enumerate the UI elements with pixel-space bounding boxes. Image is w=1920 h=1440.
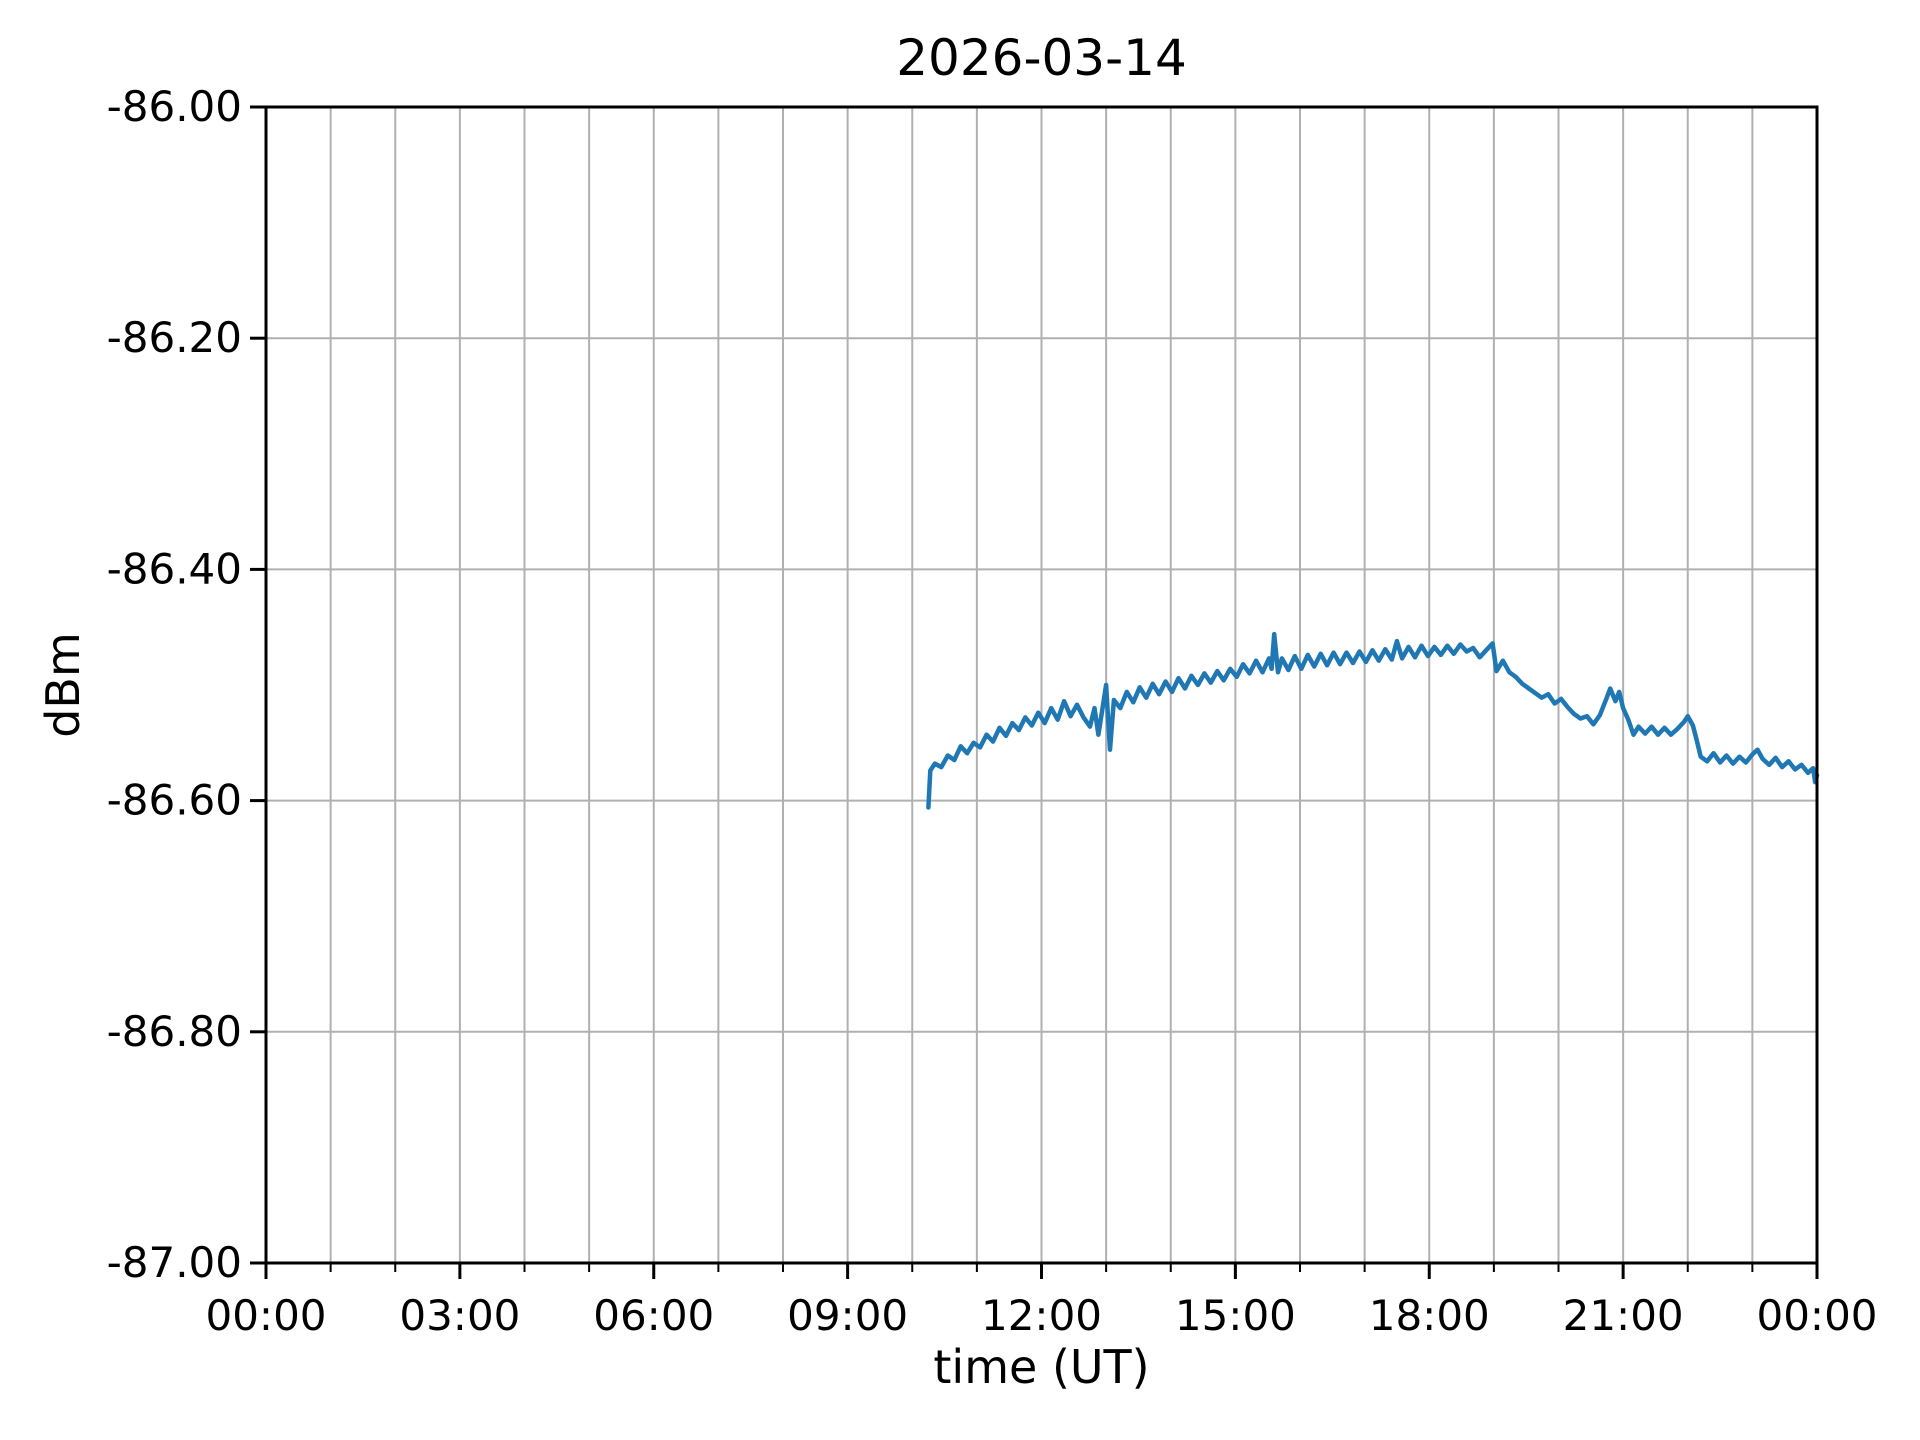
x-ticks <box>264 1263 1819 1279</box>
y-tick-label: -86.00 <box>107 82 242 131</box>
chart-title: 2026-03-14 <box>896 29 1187 87</box>
x-tick-label: 00:00 <box>1756 1291 1877 1340</box>
y-tick-label: -86.20 <box>107 313 242 362</box>
x-gridlines <box>265 107 1818 1263</box>
x-tick-label: 06:00 <box>593 1291 714 1340</box>
x-tick-label: 12:00 <box>981 1291 1102 1340</box>
x-tick-label: 00:00 <box>205 1291 326 1340</box>
x-tick-label: 21:00 <box>1563 1291 1684 1340</box>
x-tick-label: 18:00 <box>1369 1291 1490 1340</box>
series-lines <box>926 631 1820 810</box>
x-tick-label: 03:00 <box>399 1291 520 1340</box>
y-tick-label: -87.00 <box>107 1238 242 1287</box>
y-tick-label: -86.60 <box>107 776 242 825</box>
y-ticks <box>250 105 266 1265</box>
data-line-signal-power <box>926 631 1820 810</box>
y-tick-label: -86.80 <box>107 1007 242 1056</box>
x-tick-labels: 00:00 03:00 06:00 09:00 12:00 15:00 18:00 21:00… <box>205 1291 1877 1340</box>
x-tick-label: 15:00 <box>1175 1291 1296 1340</box>
x-axis-label: time (UT) <box>933 1340 1150 1394</box>
y-tick-labels: -86.00 -86.20 -86.40 -86.60 -86.80 -87.00 <box>107 82 242 1287</box>
y-tick-label: -86.40 <box>107 544 242 593</box>
x-tick-label: 09:00 <box>787 1291 908 1340</box>
